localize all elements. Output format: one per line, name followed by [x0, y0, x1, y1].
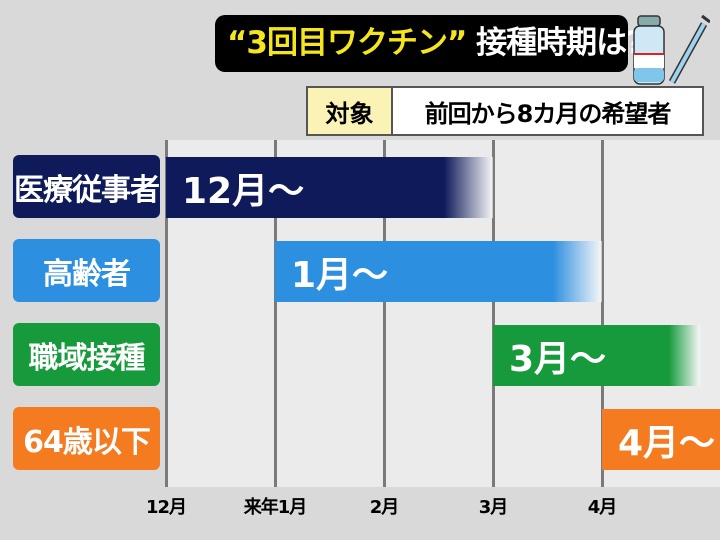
gridline [601, 140, 604, 487]
headline-rest: 接種時期は? [466, 25, 644, 61]
x-tick-label: 来年1月 [243, 497, 308, 518]
target-value: 前回から8カ月の希望者 [424, 99, 672, 128]
x-tick-label: 2月 [369, 497, 400, 518]
timeline-bar: 1月～ [275, 241, 602, 302]
x-tick-label: 3月 [478, 497, 509, 518]
timeline-bar: 3月～ [493, 325, 701, 386]
target-label: 対象 [308, 88, 393, 134]
timeline-bar: 4月～ [602, 409, 720, 470]
category-label: 職域接種 [13, 323, 160, 386]
gridline [274, 140, 277, 487]
headline: “3回目ワクチン” 接種時期は? [215, 15, 644, 72]
headline-highlight: “3回目ワクチン” [227, 25, 467, 61]
category-label: 医療従事者 [13, 155, 160, 218]
gridline [165, 140, 168, 487]
x-tick-label: 12月 [145, 497, 187, 518]
category-label: 64歳以下 [13, 407, 160, 470]
gridline [383, 140, 386, 487]
target-box: 対象 前回から8カ月の希望者 [306, 86, 704, 136]
category-label: 高齢者 [13, 239, 160, 302]
x-tick-label: 4月 [587, 497, 618, 518]
vaccine-vial-syringe-icon [633, 14, 710, 85]
gridline [492, 140, 495, 487]
timeline-bar: 12月～ [166, 157, 493, 218]
